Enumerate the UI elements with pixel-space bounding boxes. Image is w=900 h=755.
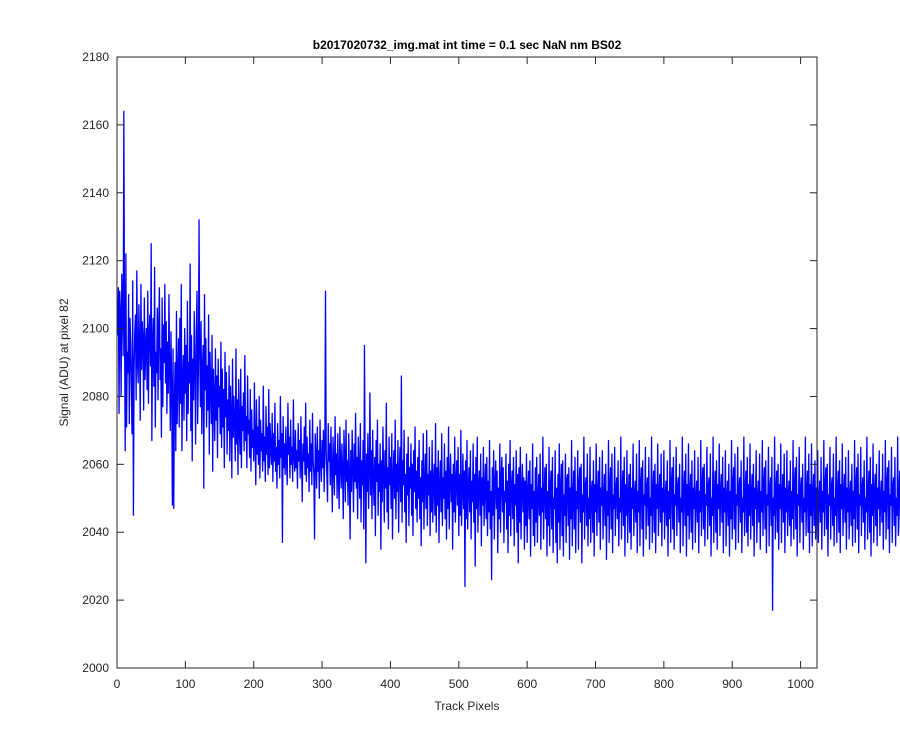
x-tick-label: 600 [517, 677, 537, 691]
y-tick-label: 2160 [82, 118, 109, 132]
y-tick-label: 2100 [82, 322, 109, 336]
y-tick-label: 2120 [82, 254, 109, 268]
x-tick-label: 200 [244, 677, 264, 691]
x-tick-label: 700 [586, 677, 606, 691]
series-line-0 [117, 110, 900, 611]
x-tick-label: 500 [449, 677, 469, 691]
y-tick-label: 2060 [82, 457, 109, 471]
x-tick-label: 300 [312, 677, 332, 691]
x-tick-label: 800 [654, 677, 674, 691]
x-axis-label: Track Pixels [435, 699, 500, 713]
x-tick-label: 400 [380, 677, 400, 691]
y-axis-label: Signal (ADU) at pixel 82 [57, 298, 71, 426]
plot-frame [116, 56, 818, 669]
plot-background [117, 57, 817, 668]
y-tick-label: 2000 [82, 661, 109, 675]
chart-title: b2017020732_img.mat int time = 0.1 sec N… [313, 38, 622, 52]
y-tick-label: 2040 [82, 525, 109, 539]
x-tick-label: 900 [722, 677, 742, 691]
ticks-layer: 0 100 200 300 400 500 600 700 800 900 1000 2000 2020… [82, 50, 817, 691]
series-layer [117, 110, 900, 611]
y-tick-label: 2180 [82, 50, 109, 64]
x-tick-label: 1000 [787, 677, 814, 691]
y-tick-label: 2020 [82, 593, 109, 607]
y-tick-label: 2140 [82, 186, 109, 200]
x-tick-label: 0 [114, 677, 121, 691]
y-tick-label: 2080 [82, 389, 109, 403]
x-tick-label: 100 [175, 677, 195, 691]
